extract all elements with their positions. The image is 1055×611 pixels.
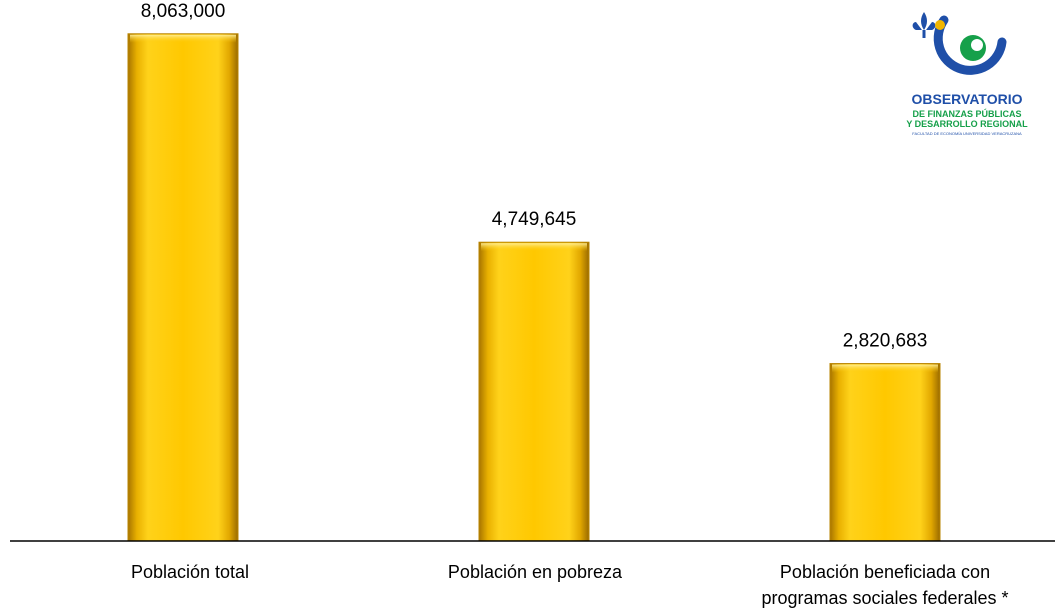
category-label-line: Población total bbox=[130, 562, 250, 582]
value-label-1: 4,749,645 bbox=[492, 209, 577, 230]
bar-highlight-0 bbox=[130, 34, 236, 43]
logo-subtitle-1: DE FINANZAS PÚBLICAS bbox=[912, 109, 1022, 119]
category-label-line: Población en pobreza bbox=[447, 562, 623, 582]
bar-2 bbox=[829, 363, 941, 542]
value-label-0: 8,063,000 bbox=[141, 1, 226, 22]
fleur-de-lis-icon bbox=[912, 12, 936, 38]
logo-title: OBSERVATORIO bbox=[911, 91, 1023, 107]
category-label-poblacion-en-pobreza: Población en pobreza bbox=[375, 559, 695, 585]
bar-1 bbox=[478, 241, 590, 542]
bar-0 bbox=[127, 33, 239, 542]
logo-emblem-icon bbox=[912, 12, 1007, 75]
observatorio-ring-icon bbox=[933, 15, 1007, 75]
bar-highlight-1 bbox=[481, 243, 587, 252]
logo-subtitle-2: Y DESARROLLO REGIONAL bbox=[906, 119, 1028, 129]
category-label-poblacion-beneficiada: Población beneficiada con programas socia… bbox=[725, 559, 1045, 611]
category-label-line: Población beneficiada con bbox=[779, 562, 991, 582]
observatorio-logo: OBSERVATORIO DE FINANZAS PÚBLICAS Y DESA… bbox=[898, 8, 1046, 136]
category-label-poblacion-total: Población total bbox=[30, 559, 350, 585]
category-label-line: programas sociales federales * bbox=[761, 588, 1009, 608]
value-label-2: 2,820,683 bbox=[843, 331, 928, 352]
bar-highlight-2 bbox=[832, 364, 938, 373]
logo-subtitle-3: FACULTAD DE ECONOMÍA UNIVERSIDAD VERACRU… bbox=[912, 131, 1022, 136]
